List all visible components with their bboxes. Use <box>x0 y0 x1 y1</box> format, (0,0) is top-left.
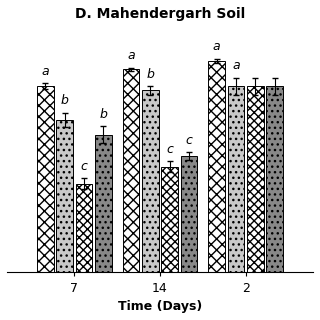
Bar <box>123 69 140 272</box>
Bar <box>247 86 264 272</box>
Text: a: a <box>213 40 220 53</box>
Bar <box>142 91 159 272</box>
Bar <box>266 86 283 272</box>
Bar <box>161 167 178 272</box>
Bar <box>56 120 73 272</box>
Text: a: a <box>127 49 135 62</box>
Text: b: b <box>61 94 68 108</box>
Text: c: c <box>81 160 87 173</box>
Text: c: c <box>166 143 173 156</box>
Text: c: c <box>186 133 192 147</box>
Text: b: b <box>100 108 107 121</box>
Bar <box>228 86 244 272</box>
Bar <box>208 61 225 272</box>
X-axis label: Time (Days): Time (Days) <box>118 300 202 313</box>
Bar <box>95 135 112 272</box>
Bar <box>180 156 197 272</box>
Title: D. Mahendergarh Soil: D. Mahendergarh Soil <box>75 7 245 21</box>
Text: a: a <box>232 60 240 72</box>
Bar <box>76 184 92 272</box>
Text: a: a <box>41 65 49 78</box>
Text: b: b <box>146 68 154 81</box>
Bar <box>37 86 54 272</box>
